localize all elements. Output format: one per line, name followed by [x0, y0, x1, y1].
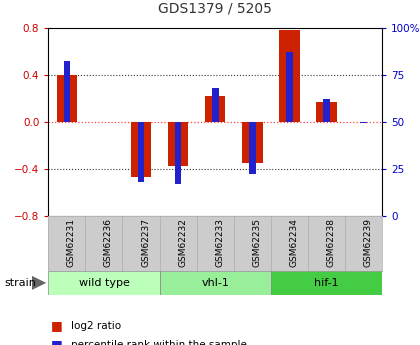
Text: GSM62235: GSM62235 — [252, 218, 261, 267]
Bar — [286, 52, 293, 121]
Text: GSM62239: GSM62239 — [364, 218, 373, 267]
Polygon shape — [32, 276, 46, 290]
Bar — [57, 75, 77, 121]
Text: GSM62236: GSM62236 — [104, 218, 113, 267]
Bar — [160, 271, 271, 295]
Bar — [212, 88, 218, 121]
Text: GSM62232: GSM62232 — [178, 218, 187, 267]
Bar — [205, 96, 226, 121]
Text: GSM62238: GSM62238 — [327, 218, 336, 267]
Text: ■: ■ — [50, 338, 62, 345]
Bar — [131, 121, 151, 177]
Bar — [168, 121, 188, 166]
Text: GDS1379 / 5205: GDS1379 / 5205 — [158, 1, 272, 16]
Text: percentile rank within the sample: percentile rank within the sample — [71, 340, 247, 345]
Bar — [279, 30, 299, 121]
Text: strain: strain — [4, 278, 36, 288]
Bar — [63, 61, 70, 121]
Bar — [175, 121, 181, 184]
Text: log2 ratio: log2 ratio — [71, 321, 121, 331]
Text: GSM62237: GSM62237 — [141, 218, 150, 267]
Bar — [242, 121, 262, 163]
Bar — [360, 121, 367, 124]
Bar — [138, 121, 144, 182]
Text: GSM62233: GSM62233 — [215, 218, 224, 267]
Bar — [271, 271, 382, 295]
Text: wild type: wild type — [79, 278, 129, 288]
Bar — [48, 271, 160, 295]
Bar — [249, 121, 256, 174]
Text: hif-1: hif-1 — [314, 278, 339, 288]
Bar — [323, 99, 330, 121]
Bar — [316, 102, 337, 121]
Text: GSM62231: GSM62231 — [67, 218, 76, 267]
Text: ■: ■ — [50, 319, 62, 333]
Text: vhl-1: vhl-1 — [201, 278, 229, 288]
Text: GSM62234: GSM62234 — [289, 218, 299, 267]
